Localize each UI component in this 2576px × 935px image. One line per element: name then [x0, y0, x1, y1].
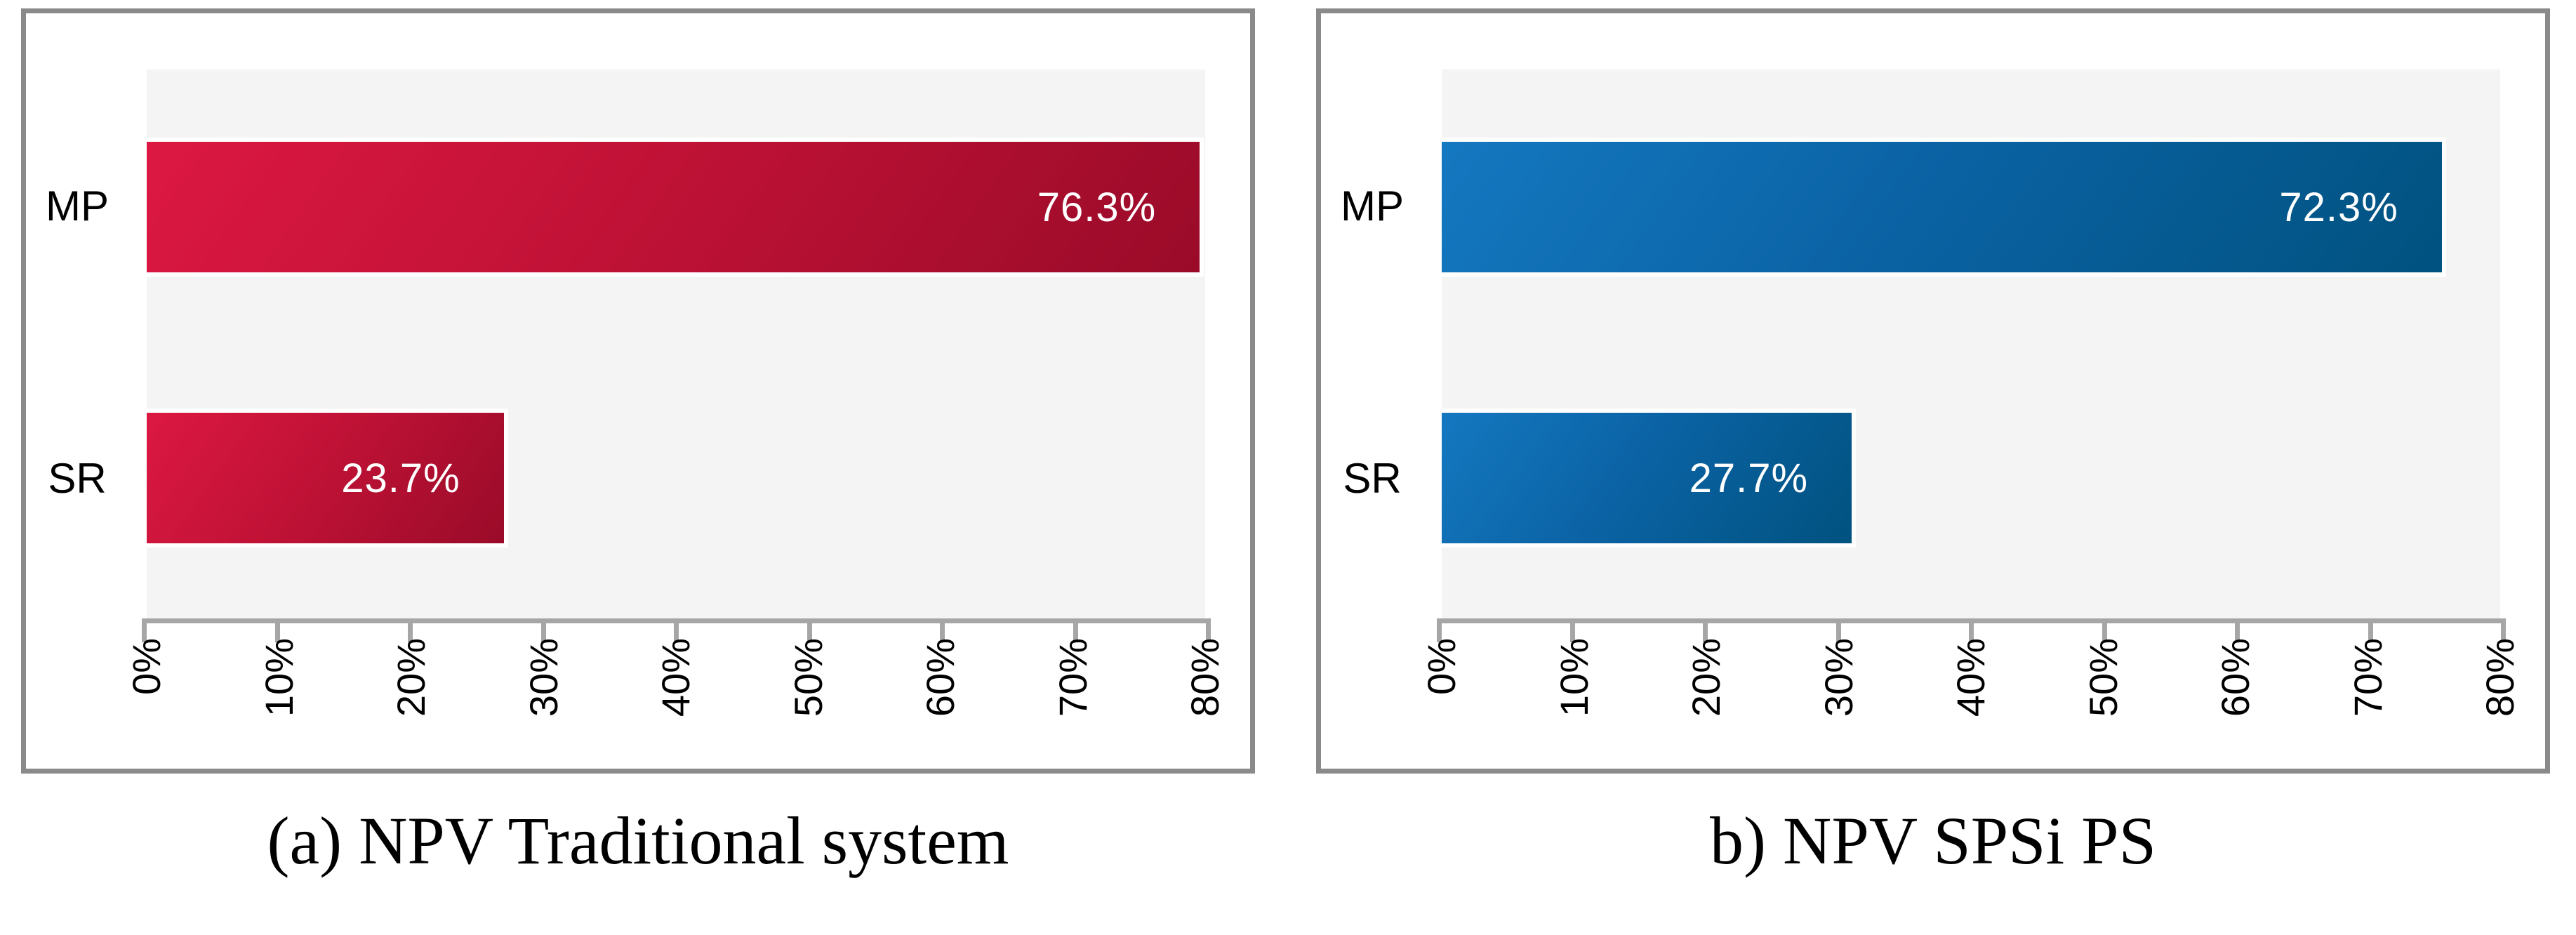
caption-spsi: b) NPV SPSi PS — [1710, 803, 2156, 878]
x-axis-tick — [1569, 618, 1575, 642]
category-label-sr: SR — [1343, 455, 1402, 502]
bar-sr: 27.7% — [1438, 409, 1857, 548]
x-axis-line — [142, 618, 1211, 642]
bar-mp: 76.3% — [142, 138, 1204, 277]
plot-area: 72.3% 27.7% 0% 10% 20% 30% 40% 50% 60% 7… — [1419, 69, 2522, 717]
x-axis-tick — [1437, 618, 1442, 642]
x-axis-tick — [2102, 618, 2107, 642]
x-axis-tick — [2501, 618, 2506, 642]
bar-sr: 23.7% — [142, 409, 508, 548]
bar-value-label: 27.7% — [1689, 455, 1809, 501]
x-axis-tick — [674, 618, 679, 642]
x-axis-tick — [1703, 618, 1708, 642]
chart-panel-traditional: MP SR 76.3% 23.7% 0% 10% 20% 30% 40% 50%… — [21, 8, 1255, 774]
x-axis-tick — [1073, 618, 1078, 642]
x-axis-tick — [940, 618, 945, 642]
caption-traditional: (a) NPV Traditional system — [267, 803, 1009, 878]
x-axis-tick — [274, 618, 280, 642]
category-label-mp: MP — [1341, 183, 1404, 230]
category-label-sr: SR — [48, 455, 107, 502]
x-axis-tick — [1835, 618, 1841, 642]
bar-value-label: 72.3% — [2279, 184, 2398, 230]
x-axis-tick — [540, 618, 546, 642]
x-axis-tick — [142, 618, 147, 642]
category-label-mp: MP — [46, 183, 109, 230]
bar-mp: 72.3% — [1438, 138, 2446, 277]
x-axis-tick — [408, 618, 413, 642]
plot-area: 76.3% 23.7% 0% 10% 20% 30% 40% 50% 60% 7… — [124, 69, 1227, 717]
bar-value-label: 76.3% — [1037, 184, 1157, 230]
x-axis-line — [1437, 618, 2506, 642]
bar-value-label: 23.7% — [341, 455, 460, 501]
x-axis-tick — [2368, 618, 2373, 642]
x-axis-tick — [1206, 618, 1211, 642]
chart-panel-spsi: MP SR 72.3% 27.7% 0% 10% 20% 30% 40% 50%… — [1316, 8, 2550, 774]
x-axis-tick — [806, 618, 812, 642]
x-axis-tick — [1969, 618, 1974, 642]
x-axis-tick — [2235, 618, 2240, 642]
